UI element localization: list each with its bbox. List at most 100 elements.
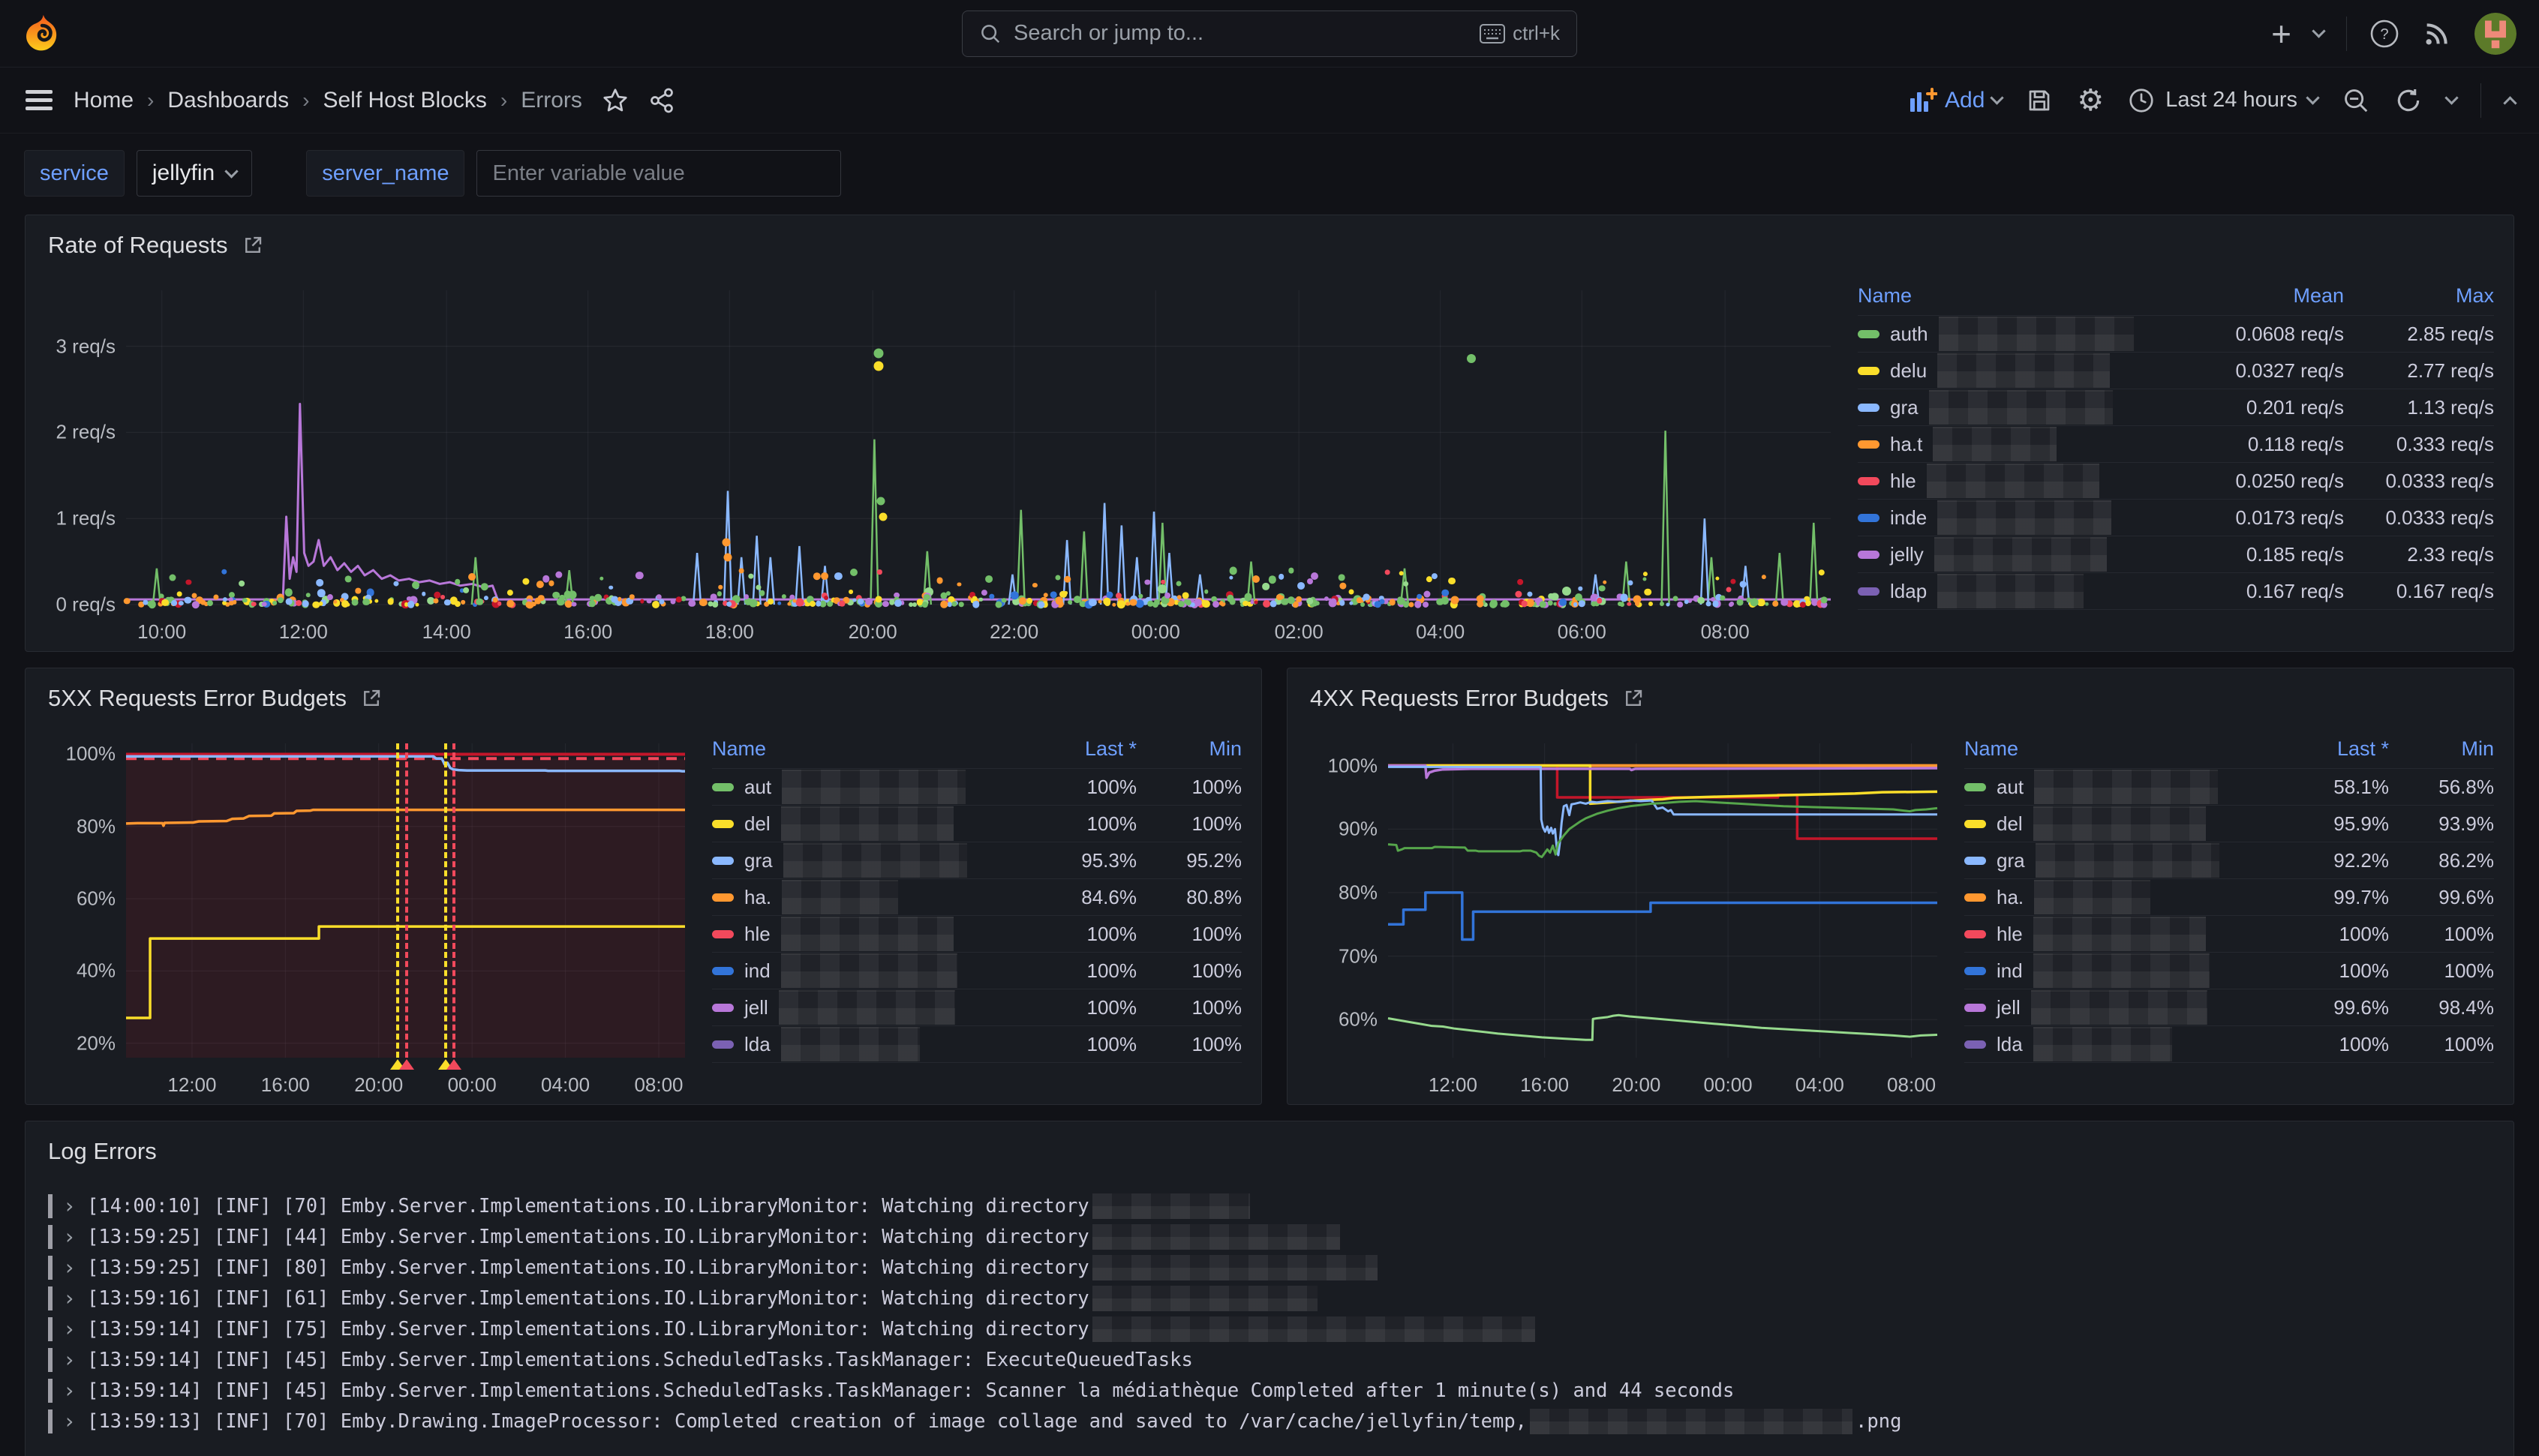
log-lines: ›[14:00:10] [INF] [70] Emby.Server.Imple…	[48, 1190, 2494, 1436]
legend-row[interactable]: aut100%100%	[712, 769, 1242, 806]
user-avatar[interactable]	[2474, 13, 2516, 55]
legend-header-name[interactable]: Name	[1858, 284, 1912, 308]
annotation-line[interactable]	[396, 743, 399, 1058]
data-point	[894, 599, 902, 607]
variable-select-service[interactable]: jellyfin	[137, 150, 252, 197]
search-box[interactable]: Search or jump to... ctrl+k	[962, 11, 1577, 57]
legend-row[interactable]: inde0.0173 req/s0.0333 req/s	[1858, 500, 2494, 536]
legend-header-mean[interactable]: Mean	[2164, 284, 2344, 308]
favorite-button[interactable]	[602, 87, 629, 114]
annotation-line[interactable]	[444, 743, 447, 1058]
expand-chevron-icon[interactable]: ›	[63, 1255, 77, 1280]
annotation-line[interactable]	[405, 743, 408, 1058]
data-point	[1750, 599, 1759, 607]
legend-header-name[interactable]: Name	[712, 737, 766, 761]
legend-header-name[interactable]: Name	[1964, 737, 2018, 761]
expand-chevron-icon[interactable]: ›	[63, 1193, 77, 1218]
news-button[interactable]	[2422, 19, 2452, 49]
add-panel-button[interactable]: Add	[1909, 88, 2002, 113]
legend-row[interactable]: lda100%100%	[1964, 1026, 2494, 1063]
panel-header[interactable]: 5XX Requests Error Budgets	[26, 668, 1261, 718]
zoom-out-button[interactable]	[2342, 86, 2370, 115]
legend-row[interactable]: delu0.0327 req/s2.77 req/s	[1858, 353, 2494, 389]
legend-row[interactable]: del95.9%93.9%	[1964, 806, 2494, 842]
legend-header-min[interactable]: Min	[2389, 737, 2494, 761]
y-tick-label: 70%	[1339, 944, 1378, 968]
x-axis: 10:0012:0014:0016:0018:0020:0022:0000:00…	[126, 612, 1831, 644]
data-point	[191, 593, 197, 598]
legend-row[interactable]: del100%100%	[712, 806, 1242, 842]
new-button[interactable]: +	[2271, 17, 2291, 51]
data-point	[1548, 593, 1554, 599]
mega-menu-button[interactable]	[24, 88, 54, 113]
legend-row[interactable]: auth0.0608 req/s2.85 req/s	[1858, 316, 2494, 353]
legend-row[interactable]: ind100%100%	[712, 953, 1242, 989]
legend-header-min[interactable]: Min	[1137, 737, 1242, 761]
expand-chevron-icon[interactable]: ›	[63, 1378, 77, 1403]
new-dropdown-caret[interactable]	[2314, 31, 2324, 36]
data-point	[708, 602, 714, 607]
log-line[interactable]: ›[14:00:10] [INF] [70] Emby.Server.Imple…	[48, 1190, 2494, 1221]
plot-area[interactable]	[1388, 743, 1937, 1058]
legend-row[interactable]: jelly0.185 req/s2.33 req/s	[1858, 536, 2494, 573]
legend-row[interactable]: ha.84.6%80.8%	[712, 879, 1242, 916]
collapse-toolbar-button[interactable]	[2505, 92, 2515, 108]
legend-row[interactable]: hle100%100%	[712, 916, 1242, 953]
legend-header-max[interactable]: Max	[2344, 284, 2494, 308]
legend-row[interactable]: gra0.201 req/s1.13 req/s	[1858, 389, 2494, 426]
panel-title: Log Errors	[48, 1138, 157, 1165]
legend-header-last[interactable]: Last *	[1017, 737, 1137, 761]
grafana-logo-icon[interactable]	[23, 14, 63, 54]
share-button[interactable]	[648, 87, 675, 114]
legend-row[interactable]: jell100%100%	[712, 989, 1242, 1026]
variable-input-server-name[interactable]	[476, 150, 841, 197]
panel-header[interactable]: Rate of Requests	[26, 215, 2513, 265]
log-line[interactable]: ›[13:59:14] [INF] [75] Emby.Server.Imple…	[48, 1313, 2494, 1344]
log-line[interactable]: ›[13:59:14] [INF] [45] Emby.Server.Imple…	[48, 1344, 2494, 1375]
legend-row[interactable]: gra92.2%86.2%	[1964, 842, 2494, 879]
legend-row[interactable]: ha.t0.118 req/s0.333 req/s	[1858, 426, 2494, 463]
annotation-line[interactable]	[452, 743, 455, 1058]
plot-area[interactable]	[126, 290, 1831, 605]
panel-header[interactable]: Log Errors	[26, 1121, 2513, 1171]
legend-row[interactable]: ldap0.167 req/s0.167 req/s	[1858, 573, 2494, 610]
expand-chevron-icon[interactable]: ›	[63, 1286, 77, 1310]
breadcrumb-item[interactable]: Self Host Blocks	[323, 88, 486, 113]
legend-row[interactable]: hle0.0250 req/s0.0333 req/s	[1858, 463, 2494, 500]
legend-row[interactable]: lda100%100%	[712, 1026, 1242, 1063]
legend-row[interactable]: hle100%100%	[1964, 916, 2494, 953]
expand-chevron-icon[interactable]: ›	[63, 1316, 77, 1341]
legend-header-last[interactable]: Last *	[2269, 737, 2389, 761]
help-button[interactable]: ?	[2369, 19, 2399, 49]
save-dashboard-button[interactable]	[2026, 87, 2053, 114]
expand-chevron-icon[interactable]: ›	[63, 1409, 77, 1433]
expand-chevron-icon[interactable]: ›	[63, 1347, 77, 1372]
data-point	[1705, 602, 1711, 607]
series-color-icon	[1964, 1004, 1986, 1012]
legend-row[interactable]: gra95.3%95.2%	[712, 842, 1242, 879]
refresh-button[interactable]	[2394, 86, 2423, 115]
legend-row[interactable]: ha.99.7%99.6%	[1964, 879, 2494, 916]
breadcrumb-item[interactable]: Dashboards	[167, 88, 289, 113]
external-link-icon[interactable]	[360, 687, 383, 710]
legend-row[interactable]: aut58.1%56.8%	[1964, 769, 2494, 806]
breadcrumb-item[interactable]: Home	[74, 88, 134, 113]
external-link-icon[interactable]	[242, 234, 264, 257]
refresh-interval-caret[interactable]	[2447, 98, 2456, 103]
legend-row[interactable]: ind100%100%	[1964, 953, 2494, 989]
data-point	[492, 598, 497, 603]
external-link-icon[interactable]	[1622, 687, 1645, 710]
log-line[interactable]: ›[13:59:13] [INF] [70] Emby.Drawing.Imag…	[48, 1406, 2494, 1436]
expand-chevron-icon[interactable]: ›	[63, 1224, 77, 1249]
panel-header[interactable]: 4XX Requests Error Budgets	[1288, 668, 2513, 718]
plot-area[interactable]	[126, 743, 685, 1058]
time-range-picker[interactable]: Last 24 hours	[2128, 87, 2318, 114]
legend-row[interactable]: jell99.6%98.4%	[1964, 989, 2494, 1026]
log-line[interactable]: ›[13:59:25] [INF] [44] Emby.Server.Imple…	[48, 1221, 2494, 1252]
legend-value: 100%	[1137, 776, 1242, 799]
log-line[interactable]: ›[13:59:14] [INF] [45] Emby.Server.Imple…	[48, 1375, 2494, 1406]
data-point	[1055, 597, 1063, 605]
dashboard-settings-button[interactable]: ⚙	[2077, 86, 2104, 116]
log-line[interactable]: ›[13:59:16] [INF] [61] Emby.Server.Imple…	[48, 1283, 2494, 1313]
log-line[interactable]: ›[13:59:25] [INF] [80] Emby.Server.Imple…	[48, 1252, 2494, 1283]
